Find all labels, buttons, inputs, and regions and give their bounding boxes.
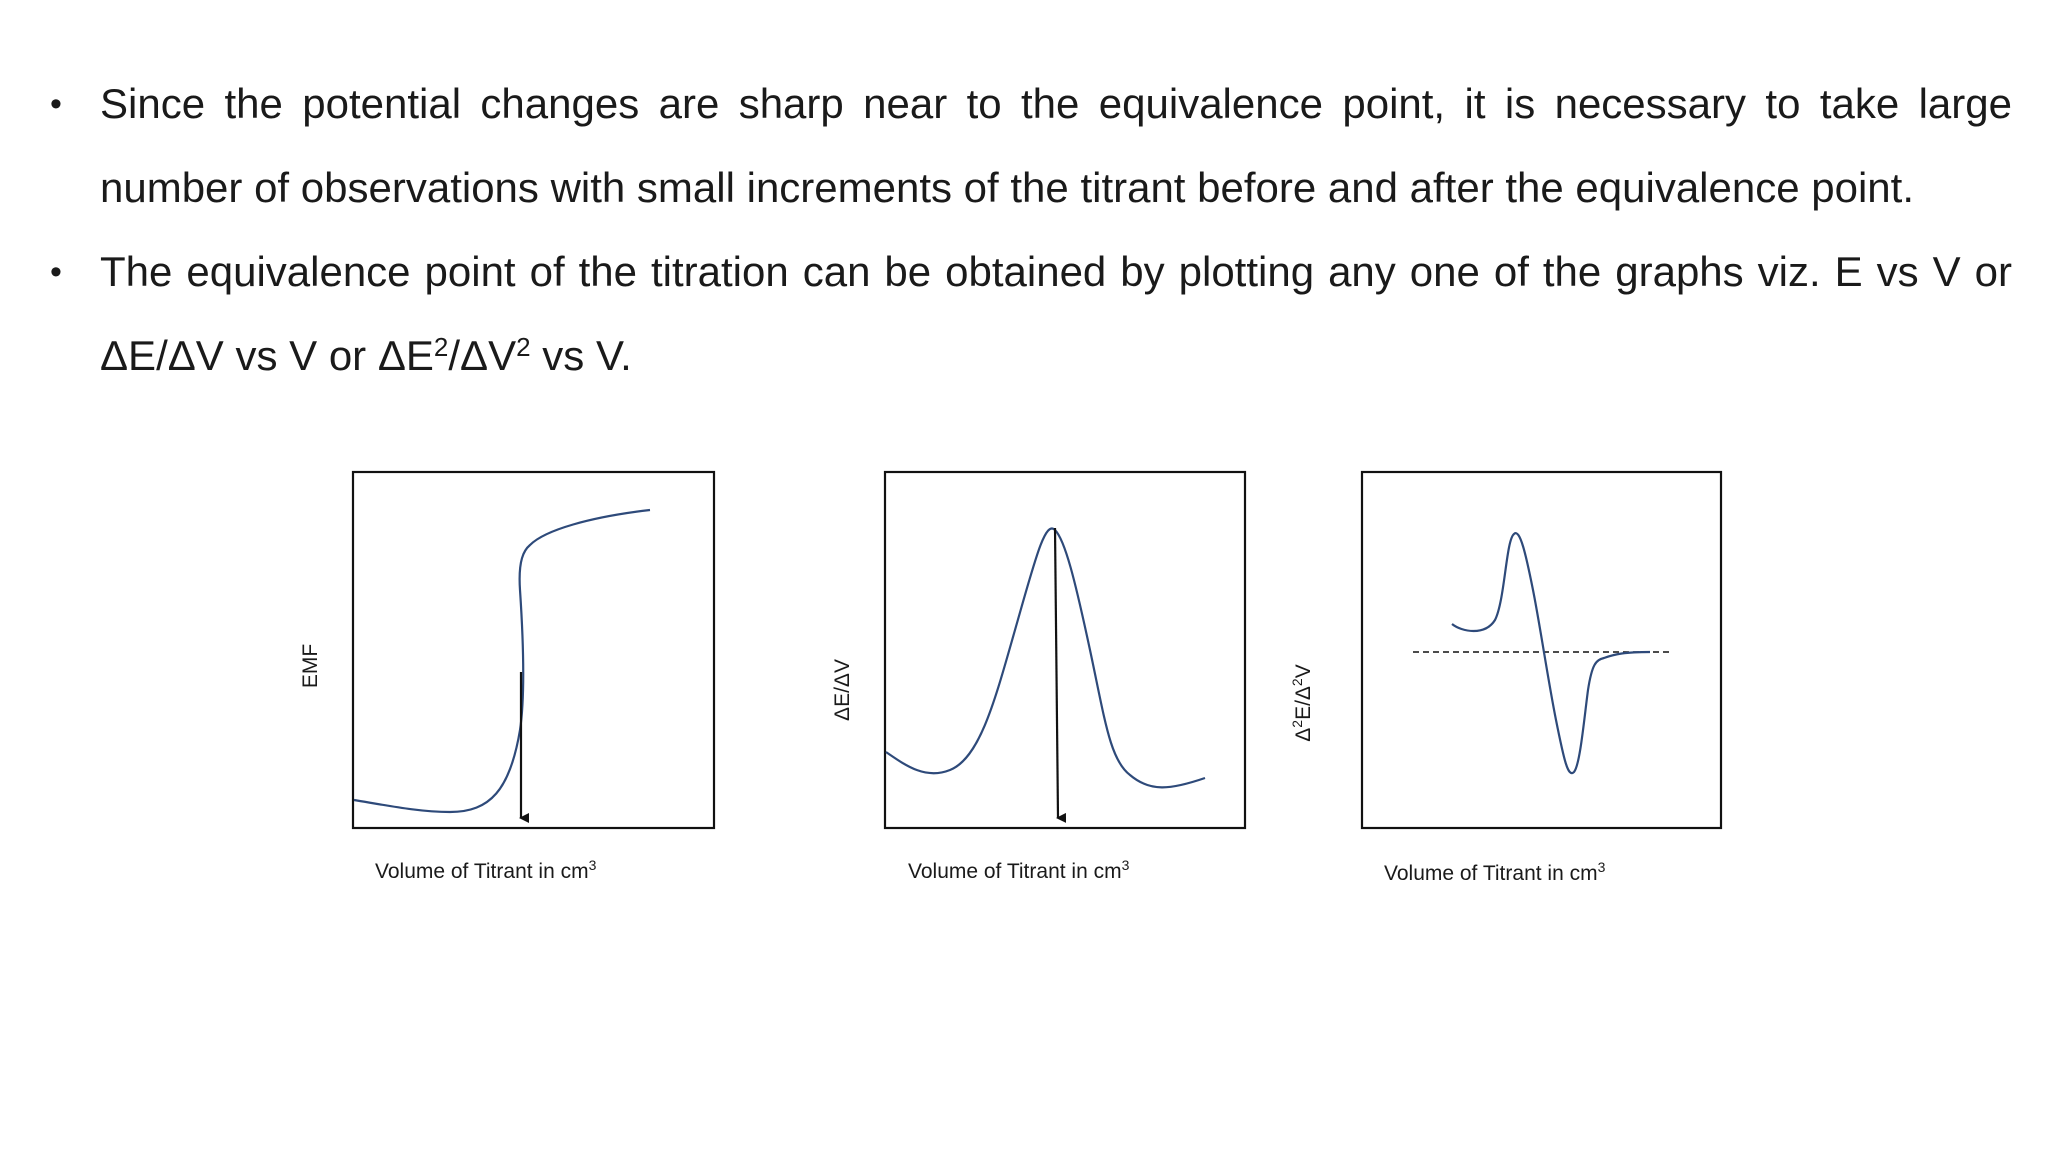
- superscript: 2: [516, 332, 531, 362]
- x-axis-label: Volume of Titrant in cm3: [908, 857, 1130, 883]
- bullet-text-2: The equivalence point of the titration c…: [100, 248, 2012, 379]
- x-axis-label: Volume of Titrant in cm3: [1384, 859, 1606, 885]
- bullet-dot: •: [50, 85, 62, 123]
- peak-arrow: [1053, 527, 1067, 823]
- y-axis-label: EMF: [299, 644, 322, 688]
- y-axis-label: Δ2E/Δ2V: [1289, 664, 1315, 742]
- bullet-text-2-tail-b: /ΔV: [448, 332, 517, 379]
- plot-first-derivative: ΔE/ΔV Volume of Titrant in cm3: [831, 470, 1247, 883]
- second-derivative-curve: [1451, 532, 1651, 775]
- bullet-text-2-tail-a: ΔE/ΔV vs V or ΔE: [100, 332, 434, 379]
- bullet-item-1: • Since the potential changes are sharp …: [40, 62, 2012, 230]
- plot-frame: [1360, 470, 1723, 830]
- bullet-list: • Since the potential changes are sharp …: [40, 62, 2012, 398]
- bullet-text-2-main: The equivalence point of the titration c…: [100, 248, 2012, 295]
- y-axis-label: ΔE/ΔV: [831, 659, 854, 721]
- emf-curve: [353, 508, 651, 814]
- bullet-item-2: • The equivalence point of the titration…: [40, 230, 2012, 398]
- bullet-text-1: Since the potential changes are sharp ne…: [100, 80, 2012, 211]
- bullet-text-2-tail-c: vs V.: [530, 332, 632, 379]
- plot-second-derivative: Δ2E/Δ2V Volume of Titrant in cm3: [1289, 470, 1723, 885]
- bullet-dot: •: [50, 253, 62, 291]
- plot-frame: [351, 470, 716, 830]
- superscript: 2: [433, 332, 449, 362]
- plot-emf: EMF Volume of Titrant in cm3: [299, 470, 716, 883]
- x-axis-label: Volume of Titrant in cm3: [375, 857, 597, 883]
- first-derivative-curve: [885, 527, 1206, 789]
- plot-frame: [883, 470, 1247, 830]
